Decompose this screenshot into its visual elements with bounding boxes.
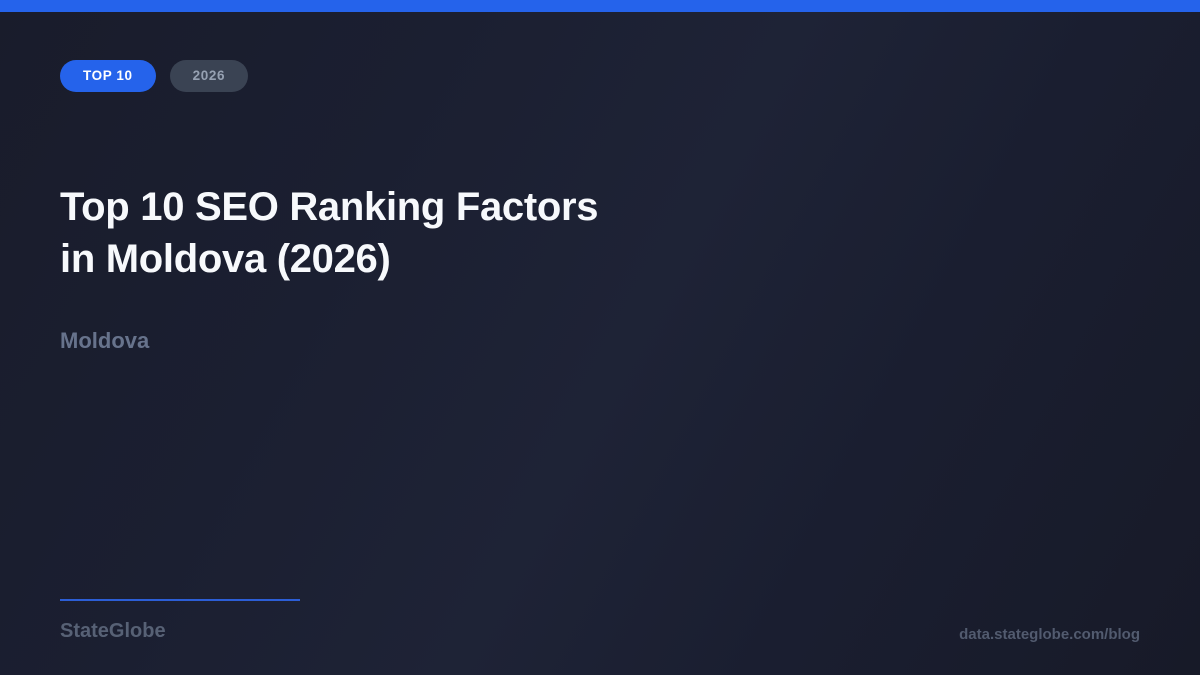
title-line-1: Top 10 SEO Ranking Factors: [60, 185, 599, 229]
year-badge: 2026: [169, 60, 249, 92]
title-line-2: in Moldova (2026): [60, 237, 391, 281]
footer-divider: [60, 599, 300, 601]
country-subtitle: Moldova: [60, 328, 150, 353]
badge-row: TOP 10 2026: [60, 60, 249, 92]
top10-badge: TOP 10: [60, 60, 156, 92]
brand-name: StateGlobe: [60, 620, 166, 642]
page-title: Top 10 SEO Ranking Factors in Moldova (2…: [60, 181, 599, 285]
top-accent-bar: [0, 0, 1200, 12]
footer-url: data.stateglobe.com/blog: [959, 626, 1140, 643]
